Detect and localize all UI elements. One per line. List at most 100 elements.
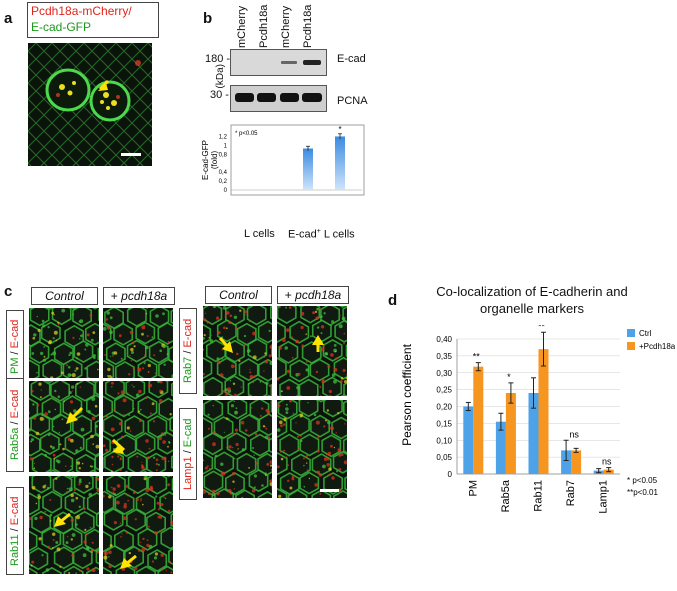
chart-d-bar: [528, 393, 539, 474]
chart-b-ytick: 0,8: [219, 152, 228, 158]
micrograph-rab11-pcdh18a: [103, 476, 173, 574]
micrograph-rab11-control: [29, 476, 99, 574]
arrow-rab7-control: [218, 337, 233, 353]
chart-d-legend-label: Ctrl: [639, 329, 652, 338]
chart-d-title: Co-localization of E-cadherin and organe…: [412, 283, 652, 317]
chart-d-xtick: Rab11: [533, 480, 545, 512]
chart-b-ytick: 0: [224, 188, 228, 194]
legend-pcdh18a-mcherry: Pcdh18a-mCherry/: [31, 4, 132, 18]
chart-d-bar: [495, 421, 506, 474]
chart-d-ytick: 0,40: [436, 335, 452, 344]
micrograph-lamp1-control: [203, 400, 272, 498]
chart-b-sig: *: [338, 125, 341, 134]
col-gene-text-right: pcdh18a: [295, 288, 342, 302]
chart-d-ytick: 0,30: [436, 369, 452, 378]
chart-b-bar: [303, 148, 313, 190]
marker-180: 180 -: [205, 53, 231, 65]
micrograph-rab5a-pcdh18a: [103, 381, 173, 472]
chart-d-xtick: PM: [467, 480, 479, 497]
micrograph-rab5a-control: [29, 381, 99, 472]
col-gene-text: pcdh18a: [121, 289, 168, 303]
chart-d-sig: **: [538, 325, 546, 331]
chart-d-sig: ns: [602, 457, 612, 467]
chart-d-ytick: 0: [448, 470, 453, 479]
chart-b-bar: [335, 136, 345, 190]
panel-b-chart: * p<0.05 E-cad-GFP (fold) 0 0,2 0,4 0,8 1 1,2…: [186, 122, 366, 227]
blot-pcna-label: PCNA: [337, 95, 368, 107]
arrow-rab11-control: [54, 512, 71, 527]
chart-b-note: * p<0.05: [235, 131, 258, 137]
legend-ecad-gfp: E-cad-GFP: [31, 20, 92, 34]
blot-pcna: [230, 85, 327, 112]
chart-d-legend-swatch: [627, 342, 635, 350]
col-header-pcdh18a-left: + pcdh18a: [103, 287, 175, 305]
panel-c-letter: c: [4, 283, 13, 300]
blot-ecad-label: E-cad: [337, 53, 366, 65]
chart-d-xtick: Rab5a: [500, 479, 512, 512]
marker-30: 30 -: [210, 89, 229, 101]
panel-b-chart-svg: * p<0.05 E-cad-GFP (fold) 0 0,2 0,4 0,8 1 1,2…: [201, 124, 365, 196]
arrow-rab7-pcdh18a: [312, 335, 324, 352]
chart-d-ytick: 0,25: [436, 386, 452, 395]
scale-bar-c: [320, 489, 339, 492]
col-control-text: Control: [45, 289, 84, 303]
chart-d-ytick: 0,05: [436, 453, 452, 462]
chart-d-bar: [538, 349, 549, 474]
blot-ecad: [230, 49, 327, 76]
col-plus-text: +: [110, 289, 122, 303]
chart-d-sig: **: [473, 352, 481, 362]
arrow-rab5a-pcdh18a: [111, 438, 126, 454]
chart-d-bar: [463, 406, 474, 474]
panel-a-letter: a: [4, 10, 13, 27]
panel-d-letter: d: [388, 292, 398, 309]
group-label-lcells: L cells: [320, 228, 355, 241]
panel-d-chart-svg: Pearson coefficient 0 0,05 0,10 0,15 0,20 0,2…: [400, 321, 676, 514]
chart-d-legend-label: +Pcdh18a: [639, 342, 675, 351]
chart-d-bar: [473, 366, 484, 474]
chart-d-ylabel: Pearson coefficient: [400, 343, 414, 446]
chart-d-ytick: 0,10: [436, 436, 452, 445]
chart-b-ylabel-line2: (fold): [210, 151, 219, 170]
panel-d-chart: Pearson coefficient 0 0,05 0,10 0,15 0,20 0,2…: [395, 321, 676, 570]
chart-d-xtick: Rab7: [565, 480, 577, 506]
col-control-text-right: Control: [219, 288, 258, 302]
chart-d-title-line2: organelle markers: [479, 301, 585, 316]
col-header-control-left: Control: [31, 287, 98, 305]
chart-d-bar: [561, 450, 572, 474]
chart-d-legend-swatch: [627, 329, 635, 337]
micrograph-lamp1-pcdh18a: [277, 400, 347, 498]
chart-d-note2: **p<0.01: [627, 488, 658, 497]
chart-d-ytick: 0,20: [436, 403, 452, 412]
group-label-ecad: E-cad: [288, 228, 317, 241]
micrograph-pm-pcdh18a: [103, 308, 173, 378]
chart-b-ytick: 0,2: [219, 179, 228, 185]
chart-d-note1: * p<0.05: [627, 476, 658, 485]
group-label-sup: +: [316, 228, 321, 235]
col-header-control-right: Control: [205, 286, 272, 304]
chart-b-ylabel-line1: E-cad-GFP: [201, 140, 210, 180]
micrograph-rab7-pcdh18a: [277, 306, 347, 396]
arrow-rab11-pcdh18a: [120, 554, 137, 569]
col-plus-text-right: +: [284, 288, 296, 302]
chart-d-bar: [505, 393, 516, 474]
chart-b-ytick: 0,4: [219, 170, 228, 176]
chart-d-xtick: Lamp1: [598, 480, 610, 514]
chart-d-sig: ns: [569, 429, 579, 439]
chart-b-ytick: 1,2: [219, 134, 228, 140]
group-label-ecad-l-cells: E-cad+ L cells: [288, 228, 355, 241]
group-label-l-cells: L cells: [244, 228, 275, 240]
chart-d-title-line1: Co-localization of E-cadherin and: [436, 284, 628, 299]
col-header-pcdh18a-right: + pcdh18a: [277, 286, 349, 304]
chart-b-ytick: 1: [224, 143, 228, 149]
panel-a-micrograph: [28, 43, 152, 166]
panel-a-legend: Pcdh18a-mCherry/ E-cad-GFP: [27, 2, 159, 38]
chart-d-ytick: 0,35: [436, 352, 452, 361]
chart-d-sig: *: [507, 372, 511, 382]
micrograph-rab7-control: [203, 306, 272, 396]
arrow-rab5a-control: [66, 406, 84, 424]
chart-d-bar: [571, 450, 582, 474]
micrograph-pm-control: [29, 308, 99, 378]
chart-d-ytick: 0,15: [436, 419, 452, 428]
panel-b-letter: b: [203, 10, 213, 27]
